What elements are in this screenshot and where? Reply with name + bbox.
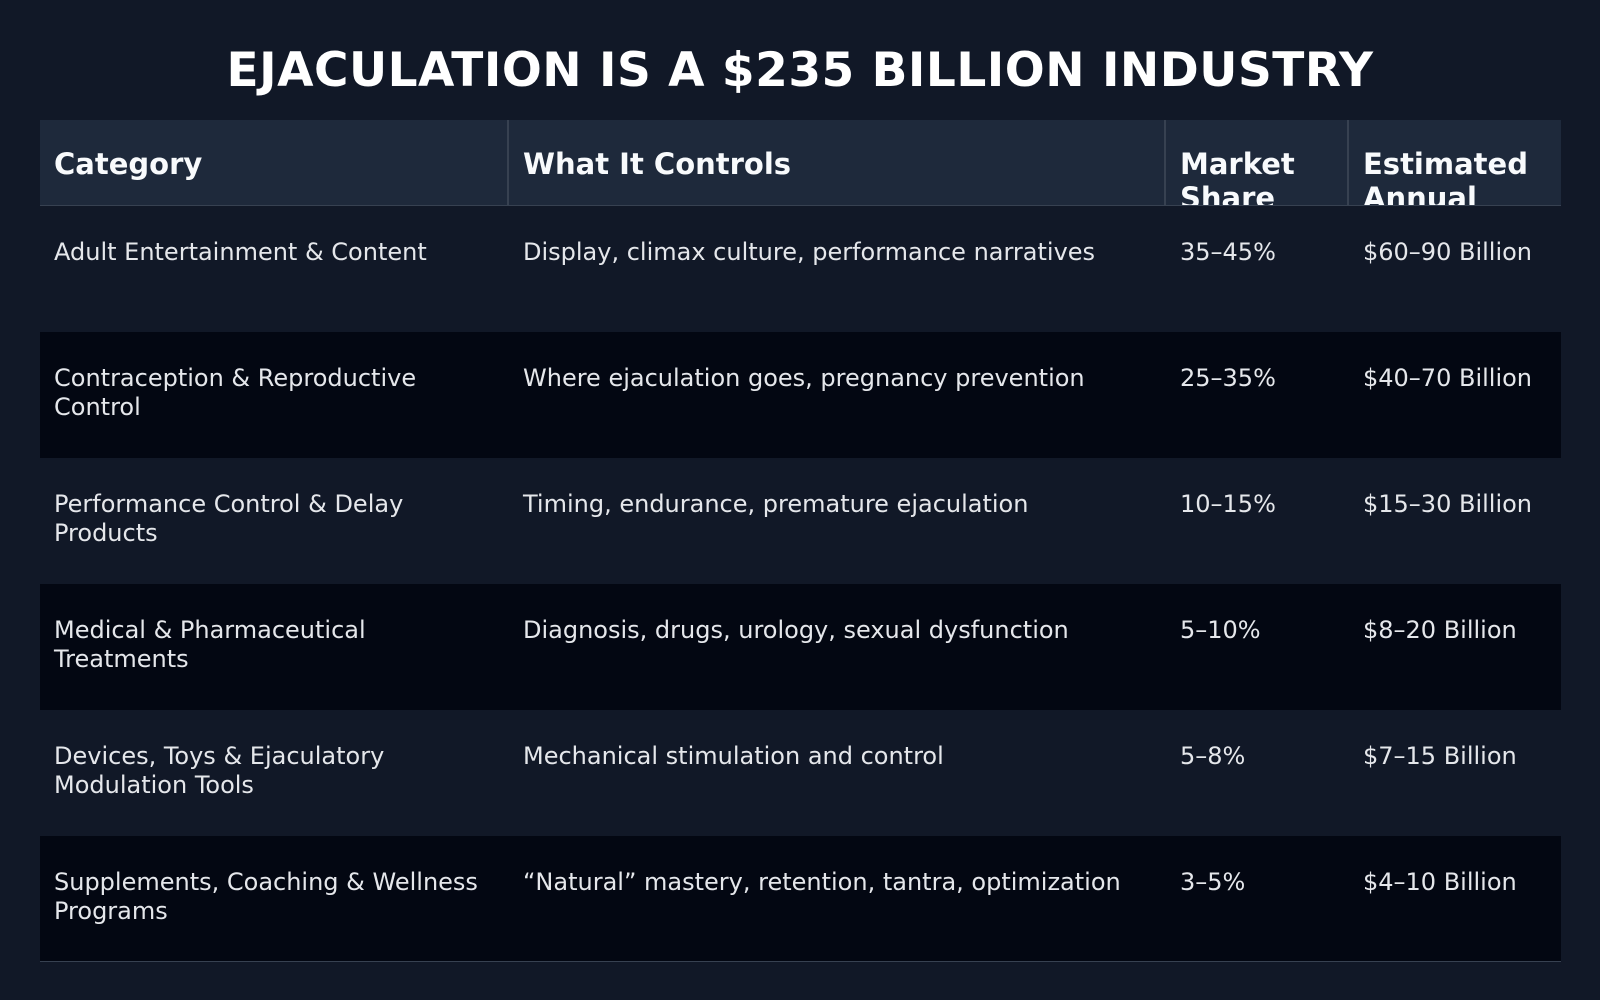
column-header-estimated-annual: Estimated Annual <box>1363 147 1528 205</box>
estimated-annual-cell: $8–20 Billion <box>1363 616 1517 644</box>
table-row: Contraception & Reproductive Control Whe… <box>40 332 1561 458</box>
controls-cell: Timing, endurance, premature ejaculation <box>523 490 1029 518</box>
controls-cell: Display, climax culture, performance nar… <box>523 238 1096 266</box>
market-share-cell: 10–15% <box>1180 490 1276 518</box>
category-cell: Contraception & Reproductive Control <box>54 364 417 421</box>
estimated-annual-cell: $15–30 Billion <box>1363 490 1533 518</box>
table-row: Adult Entertainment & Content Display, c… <box>40 206 1561 332</box>
estimated-annual-cell: $4–10 Billion <box>1363 868 1517 896</box>
table-row: Supplements, Coaching & Wellness Program… <box>40 836 1561 962</box>
column-header-what-it-controls: What It Controls <box>509 120 1166 205</box>
category-cell: Performance Control & Delay Products <box>54 490 404 547</box>
column-header-category: Category <box>40 120 509 205</box>
table-row: Medical & Pharmaceutical Treatments Diag… <box>40 584 1561 710</box>
controls-cell: Diagnosis, drugs, urology, sexual dysfun… <box>523 616 1069 644</box>
category-cell: Devices, Toys & Ejaculatory Modulation T… <box>54 742 385 799</box>
page-title: EJACULATION IS A $235 BILLION INDUSTRY <box>226 43 1374 98</box>
category-cell: Adult Entertainment & Content <box>54 238 427 266</box>
controls-cell: Mechanical stimulation and control <box>523 742 944 770</box>
market-share-cell: 25–35% <box>1180 364 1276 392</box>
column-header-market-share: Market Share <box>1166 120 1349 205</box>
category-cell: Supplements, Coaching & Wellness Program… <box>54 868 478 925</box>
market-table: Category What It Controls Market Share E… <box>40 120 1561 962</box>
market-share-cell: 5–10% <box>1180 616 1261 644</box>
estimated-annual-cell: $60–90 Billion <box>1363 238 1533 266</box>
category-cell: Medical & Pharmaceutical Treatments <box>54 616 366 673</box>
controls-cell: Where ejaculation goes, pregnancy preven… <box>523 364 1085 392</box>
table-row: Devices, Toys & Ejaculatory Modulation T… <box>40 710 1561 836</box>
controls-cell: “Natural” mastery, retention, tantra, op… <box>523 868 1121 896</box>
table-row: Performance Control & Delay Products Tim… <box>40 458 1561 584</box>
market-share-cell: 3–5% <box>1180 868 1246 896</box>
market-share-cell: 35–45% <box>1180 238 1276 266</box>
estimated-annual-cell: $40–70 Billion <box>1363 364 1533 392</box>
estimated-annual-cell: $7–15 Billion <box>1363 742 1517 770</box>
table-header-row: Category What It Controls Market Share E… <box>40 120 1561 206</box>
market-share-cell: 5–8% <box>1180 742 1246 770</box>
